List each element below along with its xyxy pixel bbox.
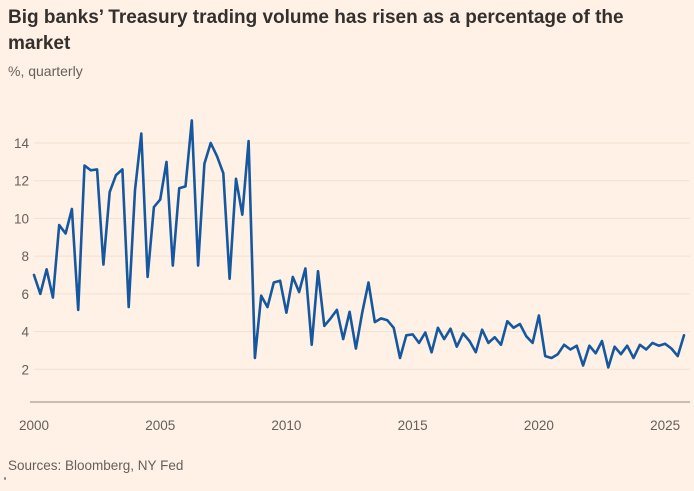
chart-title: Big banks’ Treasury trading volume has r… <box>8 7 624 54</box>
y-axis-tick-label: 10 <box>14 211 29 226</box>
y-axis-tick-label: 4 <box>21 325 29 340</box>
data-line <box>32 119 686 369</box>
y-axis-tick-label: 12 <box>14 174 29 189</box>
x-axis-tick-label: 2000 <box>19 418 49 433</box>
y-axis-tick-label: 6 <box>21 287 29 302</box>
chart-sources: Sources: Bloomberg, NY Fed <box>8 458 184 473</box>
footnote-mark <box>4 477 6 480</box>
x-axis-tick-label: 2010 <box>271 418 301 433</box>
chart-subtitle: %, quarterly <box>8 63 83 79</box>
y-axis-tick-label: 14 <box>14 136 30 151</box>
x-axis-tick-label: 2025 <box>650 418 680 433</box>
y-axis-tick-label: 8 <box>21 249 29 264</box>
x-axis-tick-label: 2005 <box>145 418 175 433</box>
y-axis-tick-label: 2 <box>21 362 29 377</box>
x-axis-tick-label: 2020 <box>524 418 554 433</box>
x-axis-tick-label: 2015 <box>398 418 428 433</box>
